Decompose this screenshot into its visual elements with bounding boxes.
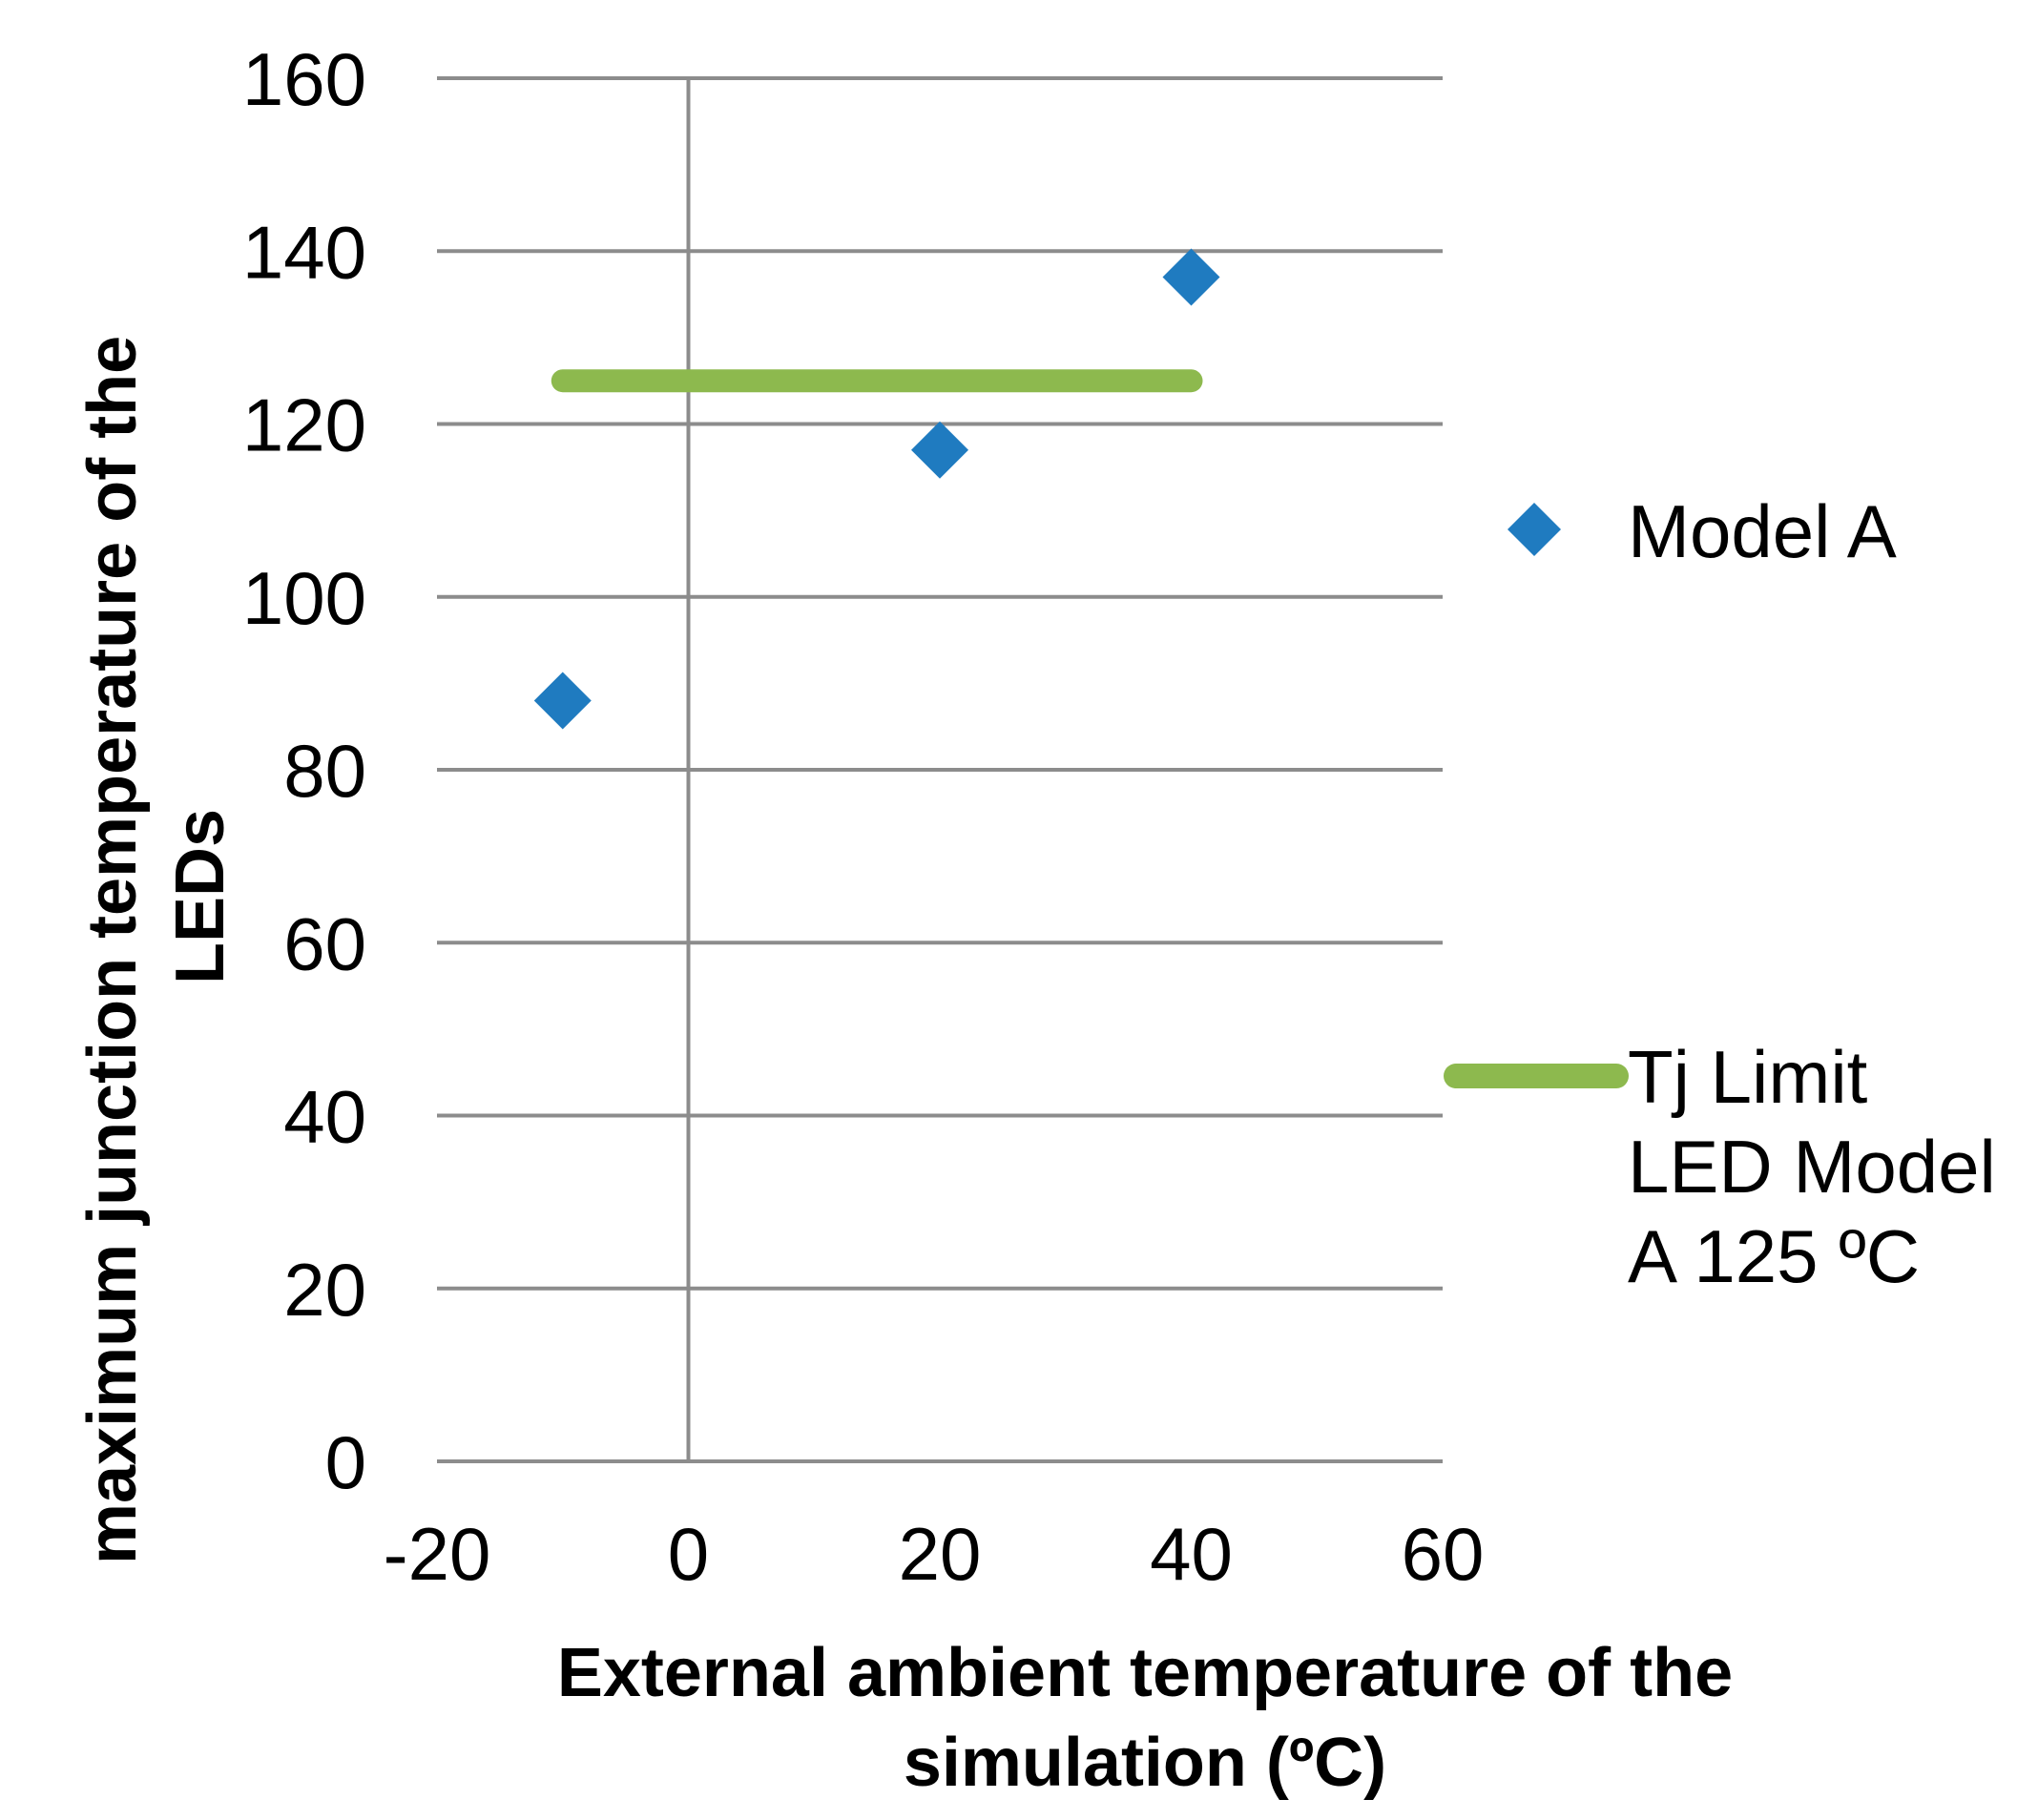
legend-label-tj-limit-line-3: A 125 ºC [1628,1214,1920,1298]
legend-label-model-a: Model A [1628,489,1897,573]
y-tick-label: 40 [283,1075,366,1159]
y-tick-label: 100 [242,556,366,640]
y-axis-title-line-1: maximum junction temperature of the [74,336,151,1564]
y-tick-label: 20 [283,1248,366,1332]
legend-label-tj-limit-line-2: LED Model [1628,1125,1996,1209]
x-axis-title-line-1: External ambient temperature of the [557,1635,1733,1711]
data-point-model-a [911,421,968,479]
legend-marker-model-a [1508,503,1561,556]
x-tick-label: 40 [1150,1512,1233,1596]
x-tick-labels: -20 0 20 40 60 [384,1512,1485,1596]
data-point-model-a [533,672,592,730]
y-tick-label: 140 [242,210,366,294]
y-axis-title-line-2: LEDs [162,809,239,984]
y-tick-label: 60 [283,901,366,985]
grid [437,76,1443,1463]
legend-label-tj-limit-line-1: Tj Limit [1628,1035,1868,1119]
legend: Model A Tj Limit LED Model A 125 ºC [1444,489,1996,1298]
x-tick-label: -20 [384,1512,491,1596]
x-tick-label: 20 [899,1512,982,1596]
x-tick-label: 0 [668,1512,709,1596]
x-tick-label: 60 [1402,1512,1485,1596]
y-tick-label: 80 [283,729,366,813]
data-point-model-a [1162,248,1220,306]
y-tick-labels: 0 20 40 60 80 100 120 140 160 [242,37,366,1504]
y-tick-label: 160 [242,37,366,121]
y-tick-label: 120 [242,383,366,467]
x-axis-title-line-2: simulation (ºC) [904,1725,1386,1801]
y-tick-label: 0 [325,1420,366,1504]
y-axis-title: maximum junction temperature of the LEDs [74,336,239,1564]
plot-area [533,248,1220,730]
